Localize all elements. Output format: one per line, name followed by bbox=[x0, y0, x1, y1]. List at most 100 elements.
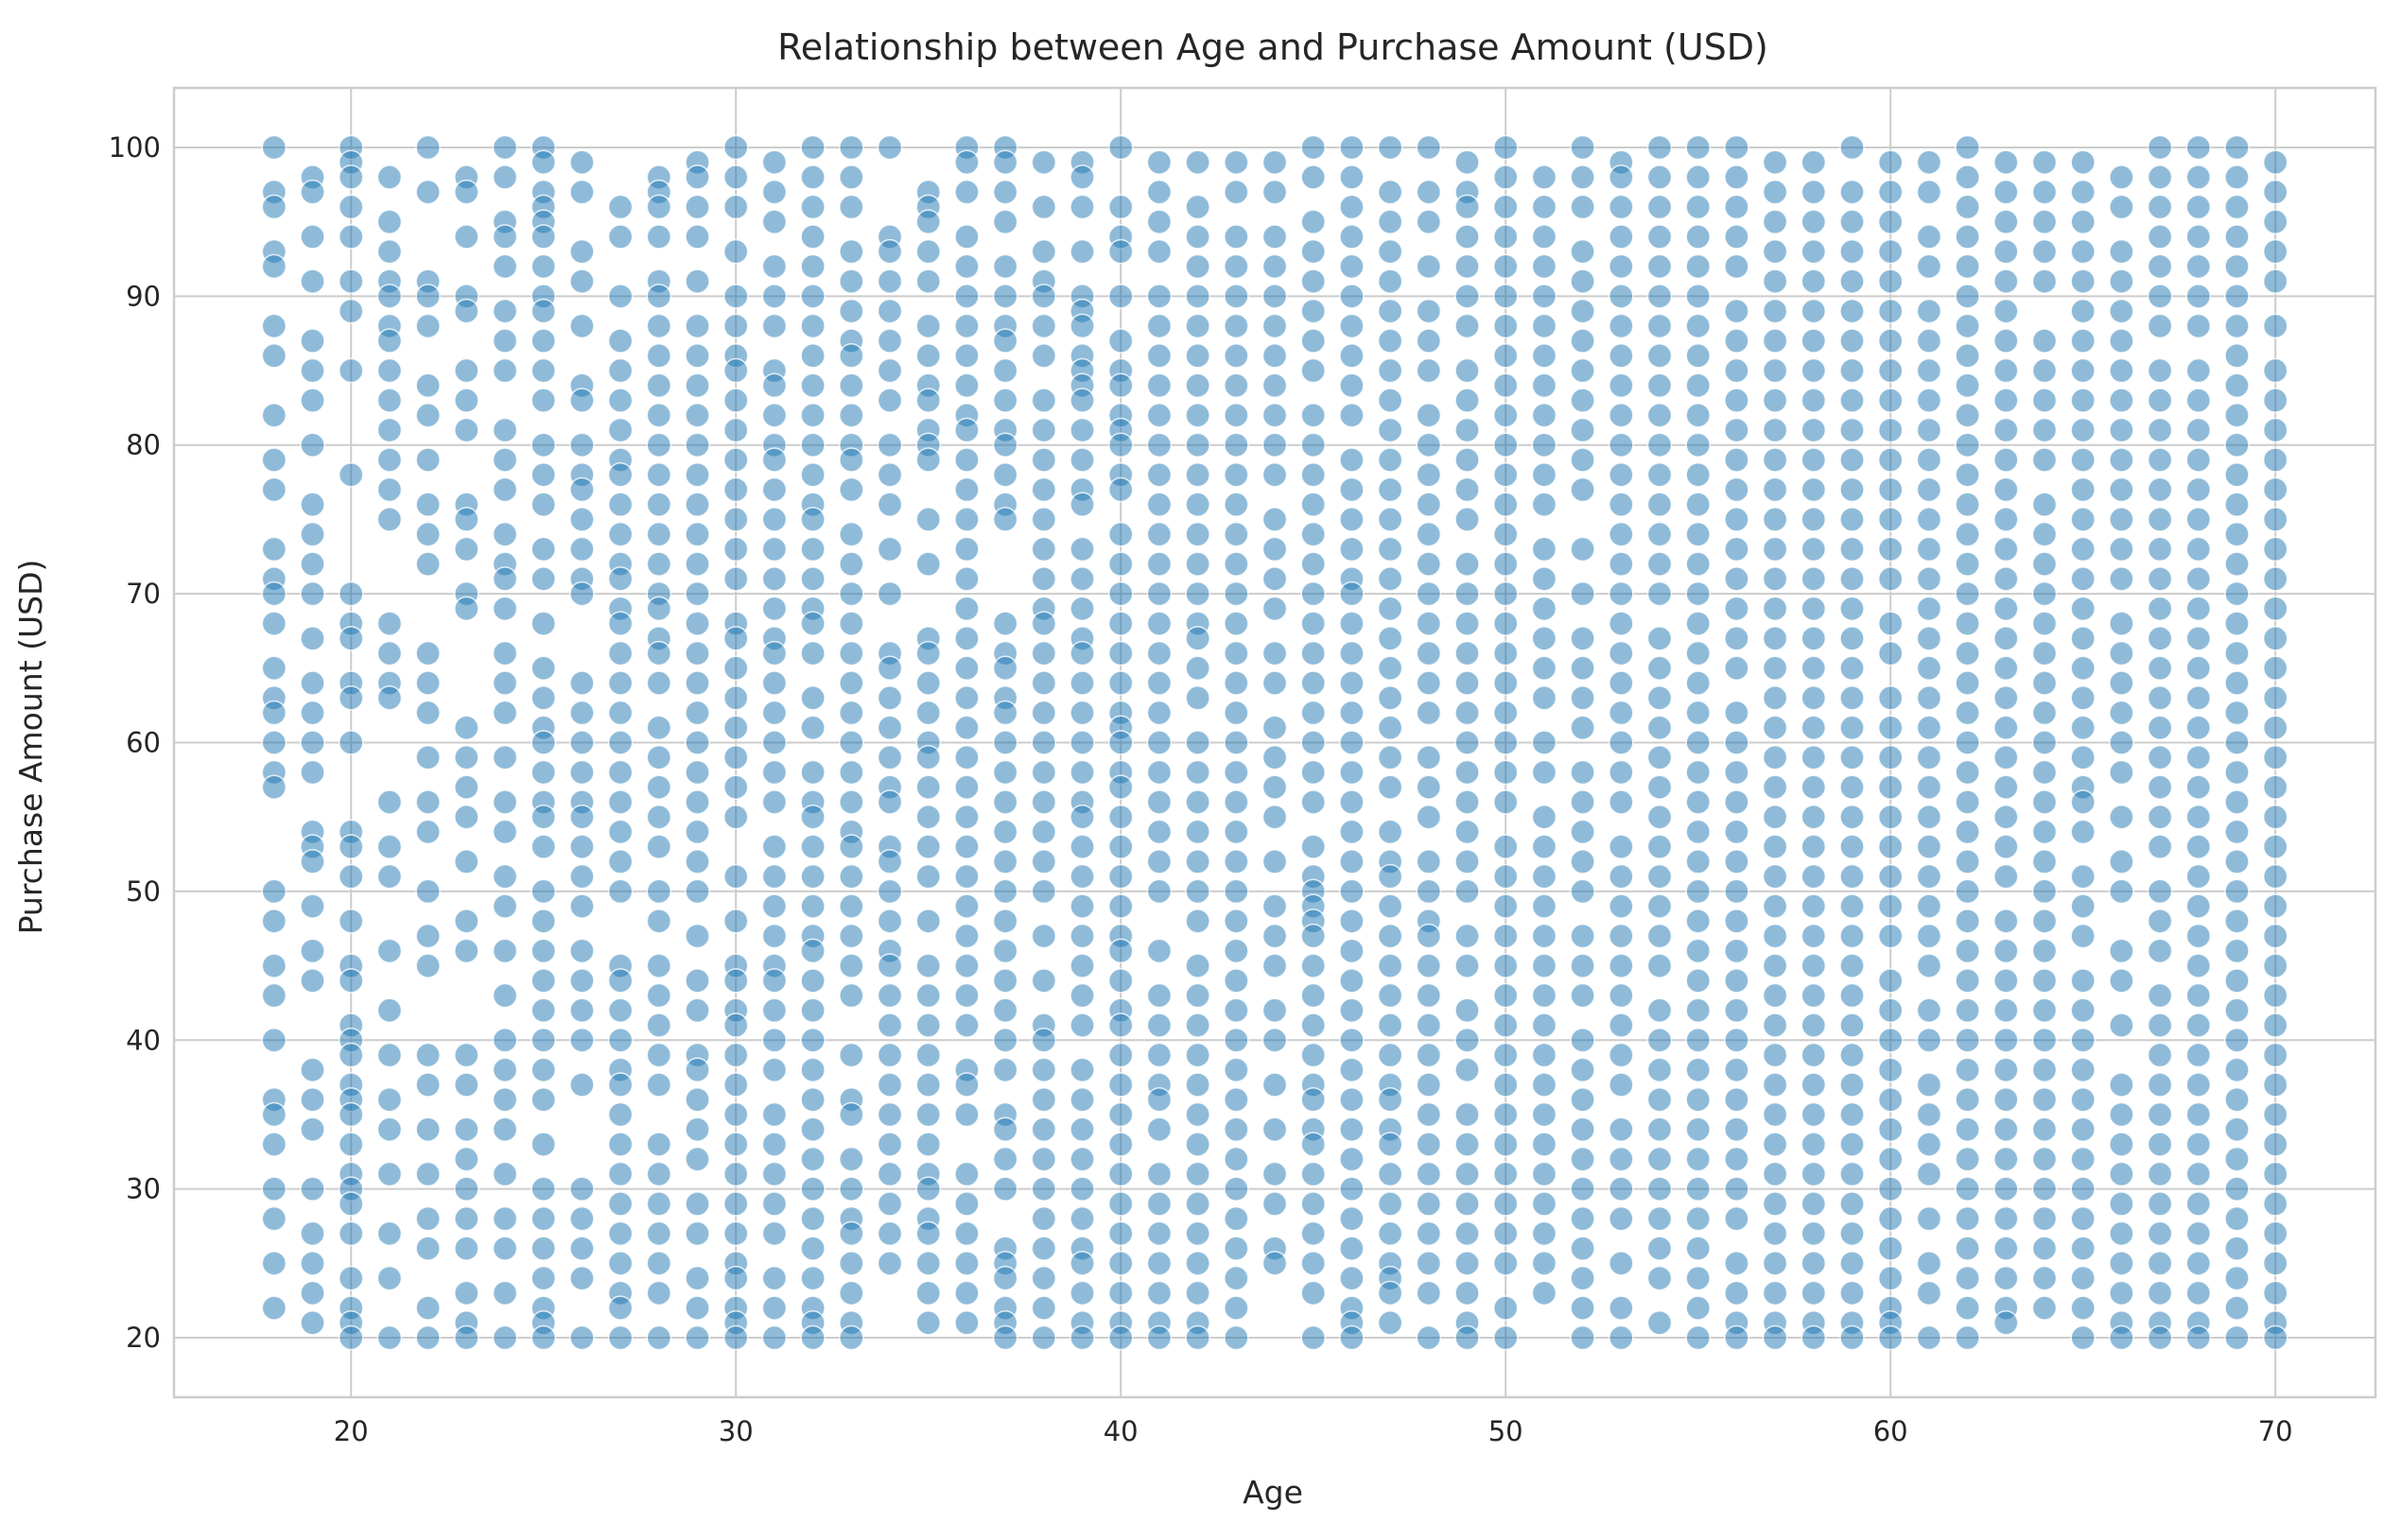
data-point bbox=[1531, 372, 1557, 399]
data-point bbox=[2224, 1176, 2250, 1202]
data-point bbox=[722, 164, 749, 190]
data-point bbox=[1609, 730, 1634, 755]
data-point bbox=[2185, 953, 2212, 978]
data-point bbox=[1609, 343, 1634, 369]
data-point bbox=[1031, 1116, 1057, 1142]
data-point bbox=[1993, 715, 2019, 741]
data-point bbox=[2031, 1176, 2058, 1202]
data-point bbox=[1993, 744, 2019, 770]
data-point bbox=[1492, 164, 1519, 190]
data-point bbox=[800, 313, 826, 339]
data-point bbox=[1685, 700, 1711, 726]
data-point bbox=[2109, 357, 2134, 384]
data-point bbox=[1031, 388, 1057, 413]
data-point bbox=[454, 715, 479, 741]
data-point bbox=[1762, 1191, 1788, 1217]
data-point bbox=[1146, 372, 1173, 399]
data-point bbox=[1570, 1086, 1595, 1113]
data-point bbox=[1724, 1280, 1749, 1306]
data-point bbox=[1031, 878, 1057, 905]
data-point bbox=[2185, 1161, 2212, 1187]
data-point bbox=[1416, 953, 1442, 978]
data-point bbox=[1916, 953, 1942, 978]
data-point bbox=[1955, 432, 1980, 458]
data-point bbox=[1724, 224, 1749, 250]
data-point bbox=[1031, 700, 1057, 726]
data-point bbox=[1224, 849, 1249, 874]
data-point bbox=[761, 968, 788, 994]
data-point bbox=[954, 1012, 980, 1038]
data-point bbox=[722, 715, 749, 741]
data-point bbox=[1031, 1028, 1057, 1053]
data-point bbox=[2109, 670, 2134, 696]
data-point bbox=[1185, 1251, 1210, 1276]
data-point bbox=[300, 179, 325, 205]
data-point bbox=[2070, 685, 2096, 711]
data-point bbox=[1570, 759, 1595, 786]
x-tick-label: 30 bbox=[719, 1415, 754, 1447]
data-point bbox=[1724, 298, 1749, 324]
data-point bbox=[1454, 388, 1480, 413]
data-point bbox=[722, 774, 749, 800]
data-point bbox=[1955, 849, 1980, 874]
data-point bbox=[877, 1042, 903, 1068]
data-point bbox=[685, 580, 710, 607]
data-point bbox=[2185, 1132, 2212, 1157]
data-point bbox=[1609, 1116, 1634, 1142]
data-point bbox=[1300, 670, 1326, 696]
data-point bbox=[1724, 1176, 1749, 1202]
data-point bbox=[1839, 268, 1865, 294]
data-point bbox=[261, 313, 287, 339]
data-point bbox=[2031, 670, 2058, 696]
data-point bbox=[2224, 849, 2250, 874]
data-point bbox=[454, 179, 479, 205]
data-point bbox=[992, 149, 1018, 175]
data-point bbox=[2109, 268, 2134, 294]
data-point bbox=[992, 179, 1018, 205]
data-point bbox=[2109, 968, 2134, 994]
data-point bbox=[646, 670, 672, 696]
data-point bbox=[1724, 253, 1749, 280]
data-point bbox=[1993, 298, 2019, 324]
data-point bbox=[1261, 849, 1288, 874]
data-point bbox=[607, 224, 634, 250]
data-point bbox=[1877, 566, 1904, 592]
data-point bbox=[1839, 744, 1865, 770]
data-point bbox=[1300, 1086, 1326, 1113]
data-point bbox=[2109, 328, 2134, 354]
data-point bbox=[1300, 268, 1326, 294]
data-point bbox=[2147, 834, 2173, 859]
data-point bbox=[1416, 492, 1442, 517]
data-point bbox=[1955, 1116, 1980, 1142]
data-point bbox=[1339, 849, 1365, 874]
data-point bbox=[1570, 1116, 1595, 1142]
data-point bbox=[1724, 1086, 1749, 1113]
data-point bbox=[1609, 863, 1634, 890]
data-point bbox=[1339, 968, 1365, 994]
data-point bbox=[2185, 1324, 2212, 1351]
data-point bbox=[1454, 253, 1480, 280]
data-point bbox=[607, 357, 634, 384]
data-point bbox=[1609, 1146, 1634, 1172]
data-point bbox=[376, 1220, 403, 1247]
data-point bbox=[992, 388, 1018, 413]
data-point bbox=[1801, 1072, 1827, 1098]
data-point bbox=[1224, 461, 1249, 488]
data-point bbox=[954, 566, 980, 592]
data-point bbox=[1416, 179, 1442, 205]
data-point bbox=[954, 149, 980, 175]
data-point bbox=[1492, 403, 1519, 428]
data-point bbox=[1916, 566, 1942, 592]
data-point bbox=[531, 1236, 556, 1261]
data-point bbox=[954, 685, 980, 711]
data-point bbox=[761, 447, 788, 473]
data-point bbox=[877, 849, 903, 874]
data-point bbox=[2224, 1116, 2250, 1142]
data-point bbox=[2109, 849, 2134, 874]
data-point bbox=[722, 1191, 749, 1217]
data-point bbox=[1685, 1057, 1711, 1082]
data-point bbox=[1609, 1042, 1634, 1068]
data-point bbox=[2224, 938, 2250, 964]
data-point bbox=[1261, 596, 1288, 622]
y-tick-label: 80 bbox=[126, 429, 161, 461]
